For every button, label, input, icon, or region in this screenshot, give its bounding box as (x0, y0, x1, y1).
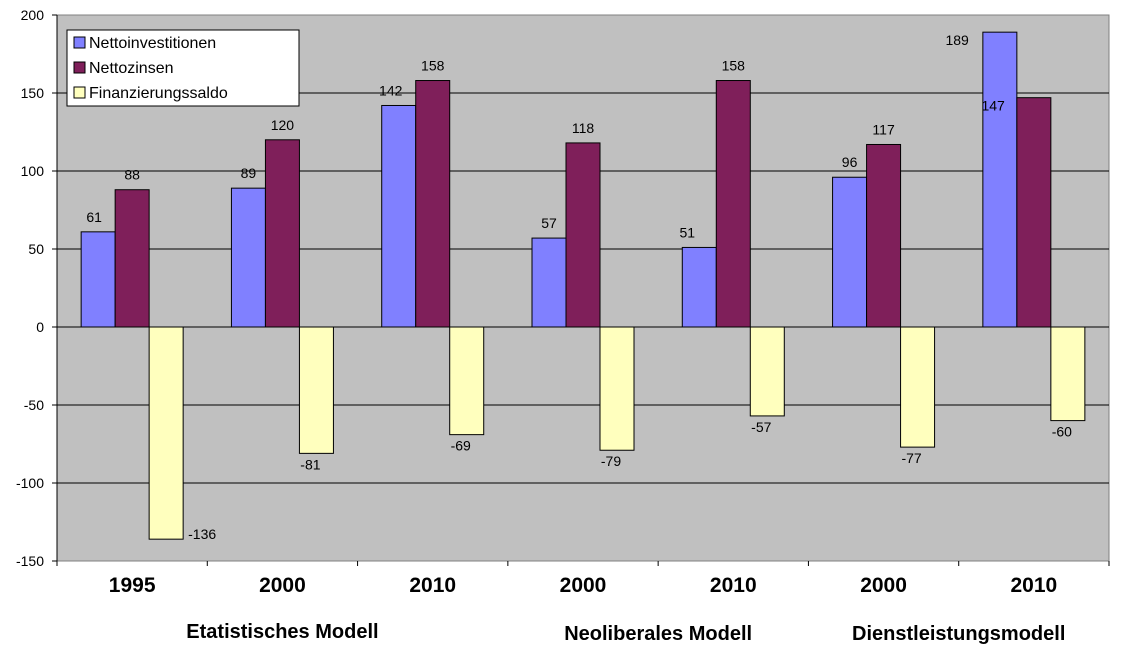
data-label: 96 (842, 154, 858, 170)
data-label: 147 (981, 98, 1005, 114)
bar-nettozinsen (565, 142, 601, 328)
x-tick-label: 2000 (560, 574, 607, 597)
bar-nettozinsen (415, 80, 451, 328)
y-tick-label: 50 (28, 241, 44, 257)
legend-swatch-nettoinvestitionen (73, 36, 86, 49)
x-tick-label: 2000 (259, 574, 306, 597)
bar-finanzierungssaldo (749, 326, 785, 417)
bar-finanzierungssaldo (900, 326, 936, 448)
bars (80, 31, 1086, 540)
group-label: Etatistisches Modell (186, 621, 378, 643)
bar-nettozinsen (114, 189, 150, 328)
data-label: 158 (722, 58, 746, 74)
legend-swatch-nettozinsen (73, 61, 86, 74)
bar-finanzierungssaldo (148, 326, 184, 540)
data-label: 117 (872, 121, 895, 137)
legend: Nettoinvestitionen Nettozinsen Finanzier… (66, 29, 300, 107)
bar-nettozinsen (715, 80, 751, 328)
data-label: 189 (945, 32, 969, 48)
data-label: -136 (188, 526, 216, 542)
data-label: 158 (421, 58, 445, 74)
data-label: 57 (541, 215, 557, 231)
data-label: 142 (379, 82, 403, 98)
bar-nettoinvestitionen (982, 31, 1018, 328)
legend-box (66, 29, 300, 107)
data-label: 120 (271, 117, 295, 133)
y-tick-label: 100 (21, 163, 45, 179)
group-label: Neoliberales Modell (564, 623, 752, 645)
data-label: -79 (601, 453, 621, 469)
bar-nettoinvestitionen (381, 104, 417, 328)
data-label: -77 (901, 450, 921, 466)
group-label: Dienstleistungsmodell (852, 623, 1065, 645)
bar-nettoinvestitionen (80, 231, 116, 328)
bar-nettoinvestitionen (230, 187, 266, 328)
bar-nettozinsen (866, 143, 902, 328)
data-label: -60 (1052, 424, 1072, 440)
legend-label-finanzierungssaldo: Finanzierungssaldo (89, 85, 228, 102)
legend-label-nettozinsen: Nettozinsen (89, 60, 174, 77)
data-label: -69 (451, 438, 471, 454)
bar-nettoinvestitionen (531, 237, 567, 328)
legend-label-nettoinvestitionen: Nettoinvestitionen (89, 35, 216, 52)
x-tick-label: 2000 (860, 574, 907, 597)
data-label: -57 (751, 419, 771, 435)
bar-finanzierungssaldo (599, 326, 635, 451)
bar-nettozinsen (264, 139, 300, 328)
x-tick-label: 2010 (1010, 574, 1057, 597)
y-tick-label: -100 (16, 475, 44, 491)
data-label: 51 (679, 224, 695, 240)
y-tick-label: -150 (16, 553, 44, 569)
data-label: 61 (86, 209, 102, 225)
bar-nettozinsen (1016, 97, 1052, 328)
data-label: -81 (300, 456, 320, 472)
bar-finanzierungssaldo (298, 326, 334, 454)
data-label: 88 (124, 167, 140, 183)
y-tick-label: 200 (21, 7, 45, 23)
x-tick-label: 1995 (109, 574, 156, 597)
bar-finanzierungssaldo (1050, 326, 1086, 422)
bar-nettoinvestitionen (832, 176, 868, 328)
y-tick-label: 0 (36, 319, 44, 335)
bar-nettoinvestitionen (681, 246, 717, 328)
x-tick-label: 2010 (409, 574, 456, 597)
x-tick-label: 2010 (710, 574, 757, 597)
y-axis: 200 150 100 50 0 -50 -100 -150 (16, 7, 58, 569)
data-label: 89 (241, 165, 257, 181)
x-axis: 1995 2000 2010 2000 2010 2000 2010 Etatistische… (56, 561, 1110, 645)
data-label: 118 (572, 120, 595, 136)
data-labels: 61 88 -136 89 120 -81 142 158 -69 57 118 -79 51 158 -5… (86, 32, 1072, 542)
y-tick-label: -50 (24, 397, 44, 413)
legend-swatch-finanzierungssaldo (73, 86, 86, 99)
y-tick-label: 150 (21, 85, 45, 101)
bar-finanzierungssaldo (449, 326, 485, 436)
